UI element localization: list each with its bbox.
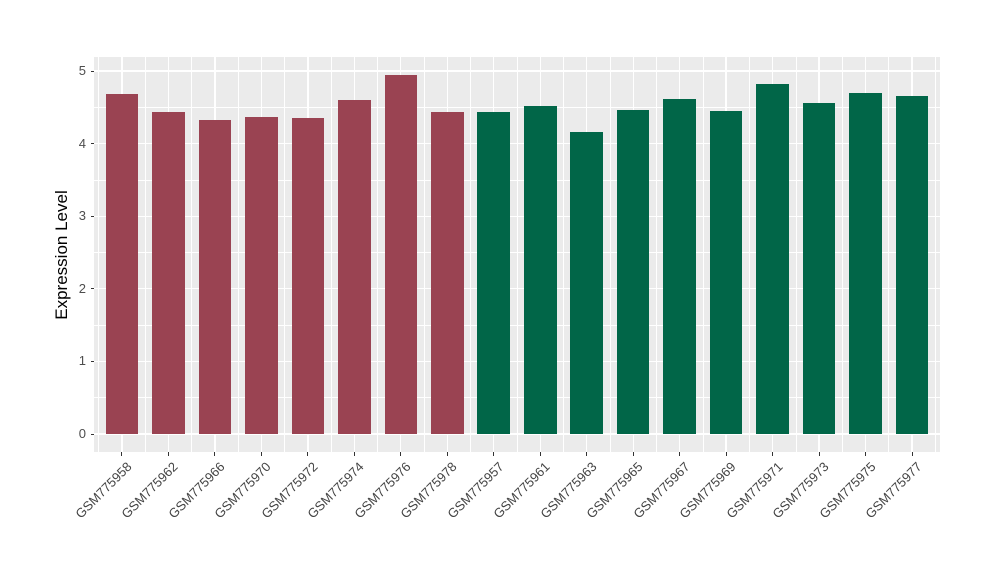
x-tick-mark: [121, 452, 123, 456]
minor-gridline-vertical: [98, 57, 100, 452]
x-tick-mark: [911, 452, 913, 456]
minor-gridline-vertical: [563, 57, 564, 452]
bar-GSM775972: [291, 118, 325, 434]
bar-GSM775962: [152, 111, 185, 434]
x-tick-mark: [586, 452, 588, 456]
y-tick-label: 0: [78, 426, 86, 441]
minor-gridline-vertical: [470, 57, 471, 452]
bar-GSM775976: [384, 74, 418, 434]
y-tick-label: 5: [78, 63, 86, 78]
minor-gridline-vertical: [888, 57, 890, 452]
x-tick-mark: [539, 452, 541, 456]
minor-gridline-vertical: [934, 57, 936, 452]
y-tick-label: 4: [78, 135, 86, 151]
minor-gridline-vertical: [795, 57, 797, 452]
x-tick-mark: [865, 452, 867, 456]
minor-gridline-vertical: [144, 57, 146, 452]
x-tick-mark: [679, 452, 681, 456]
minor-gridline-vertical: [749, 57, 750, 452]
x-tick-mark: [772, 452, 774, 456]
minor-gridline-vertical: [841, 57, 843, 452]
minor-gridline-vertical: [609, 57, 611, 452]
minor-gridline-vertical: [423, 57, 425, 452]
minor-gridline-vertical: [377, 57, 378, 452]
minor-gridline-vertical: [656, 57, 657, 452]
bar-GSM775971: [756, 84, 789, 434]
major-gridline-horizontal: [94, 142, 940, 145]
bar-GSM775974: [338, 100, 371, 434]
bar-GSM775957: [477, 112, 511, 434]
bar-GSM775966: [198, 119, 232, 434]
minor-gridline-vertical: [702, 57, 704, 452]
minor-gridline-vertical: [330, 57, 332, 452]
y-tick-label: 1: [78, 353, 86, 369]
x-tick-mark: [632, 452, 634, 456]
major-gridline-horizontal: [94, 215, 940, 217]
bar-GSM775963: [570, 131, 603, 434]
y-tick-mark: [90, 433, 94, 435]
y-tick-label: 3: [78, 208, 86, 224]
bar-GSM775967: [663, 99, 696, 434]
minor-gridline-vertical: [284, 57, 285, 452]
bar-GSM775978: [431, 111, 464, 434]
x-tick-mark: [214, 452, 216, 456]
minor-gridline-vertical: [191, 57, 192, 452]
y-tick-mark: [90, 215, 94, 217]
y-tick-mark: [90, 288, 94, 290]
y-tick-mark: [90, 143, 94, 145]
major-gridline-horizontal: [94, 70, 940, 72]
major-gridline-horizontal: [94, 288, 940, 290]
bar-GSM775961: [523, 105, 557, 434]
minor-gridline-vertical: [516, 57, 518, 452]
x-tick-mark: [167, 452, 169, 456]
x-tick-mark: [725, 452, 727, 456]
bar-GSM775965: [616, 110, 650, 434]
y-tick-mark: [90, 70, 94, 72]
x-tick-mark: [260, 452, 262, 456]
major-gridline-horizontal: [94, 433, 940, 435]
major-gridline-horizontal: [94, 360, 940, 363]
x-tick-mark: [446, 452, 448, 456]
x-tick-mark: [493, 452, 495, 456]
minor-gridline-vertical: [237, 57, 239, 452]
bar-GSM775975: [849, 92, 882, 434]
bar-GSM775973: [802, 102, 836, 434]
x-tick-mark: [400, 452, 402, 456]
x-tick-mark: [307, 452, 309, 456]
bar-GSM775977: [895, 95, 929, 434]
bar-GSM775958: [105, 93, 139, 434]
bar-GSM775969: [709, 110, 743, 434]
y-tick-mark: [90, 360, 94, 362]
x-tick-mark: [353, 452, 355, 456]
x-tick-mark: [818, 452, 820, 456]
bar-GSM775970: [245, 116, 278, 434]
y-tick-label: 2: [78, 280, 86, 296]
plot-panel: [94, 57, 940, 452]
